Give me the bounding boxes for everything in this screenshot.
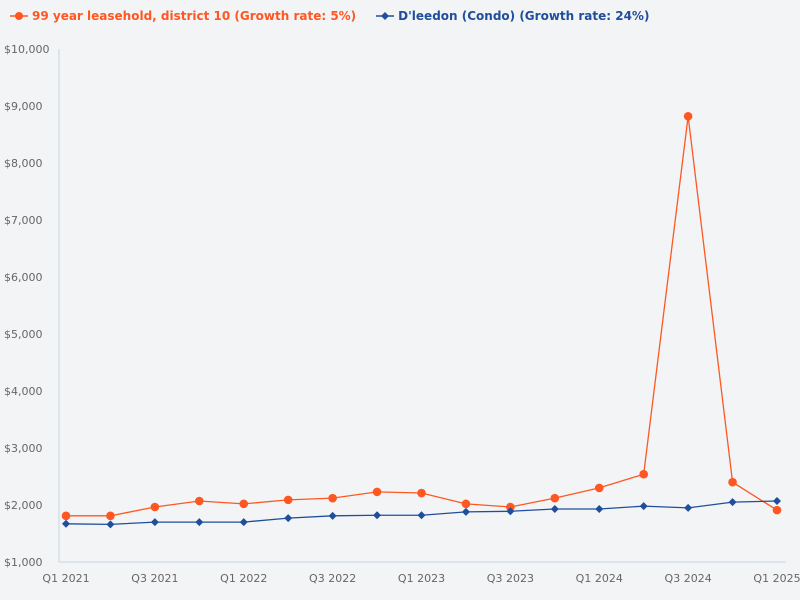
data-point	[61, 511, 71, 521]
data-point	[684, 503, 693, 512]
x-tick-label: Q3 2021	[131, 572, 178, 585]
diamond-marker-icon	[376, 12, 395, 20]
data-point	[506, 507, 515, 516]
data-point	[195, 496, 204, 506]
data-point	[283, 495, 293, 505]
x-tick-label: Q3 2024	[665, 572, 712, 585]
data-point	[417, 511, 426, 520]
data-point	[239, 518, 248, 527]
y-tick-label: $4,000	[4, 385, 43, 398]
data-point	[150, 518, 159, 527]
y-tick-label: $3,000	[4, 442, 43, 455]
data-point	[772, 505, 782, 515]
x-tick-label: Q1 2024	[576, 572, 623, 585]
x-tick-label: Q3 2022	[309, 572, 356, 585]
data-point	[372, 487, 382, 497]
data-point	[284, 514, 293, 523]
data-point	[328, 493, 337, 503]
legend-item-leasehold[interactable]: 99 year leasehold, district 10 (Growth r…	[10, 9, 356, 23]
data-point	[195, 518, 204, 527]
y-tick-label: $7,000	[4, 214, 43, 227]
data-point	[106, 511, 115, 521]
x-tick-label: Q1 2023	[398, 572, 445, 585]
legend-label-leasehold: 99 year leasehold, district 10 (Growth r…	[32, 9, 357, 23]
data-point	[461, 499, 471, 509]
circle-marker-icon	[10, 12, 28, 20]
y-tick-label: $8,000	[4, 157, 43, 170]
data-point	[62, 519, 70, 528]
data-point	[106, 520, 115, 529]
data-point	[239, 499, 249, 509]
data-point	[594, 483, 604, 493]
legend-label-dleedon: D'leedon (Condo) (Growth rate: 24%)	[398, 9, 650, 23]
y-tick-label: $6,000	[4, 271, 43, 284]
y-tick-label: $2,000	[4, 499, 43, 512]
x-tick-label: Q1 2025	[753, 572, 800, 585]
x-tick-label: Q1 2021	[42, 572, 89, 585]
data-point	[417, 488, 426, 498]
series-line-0	[66, 116, 778, 517]
data-point	[461, 507, 470, 516]
legend: 99 year leasehold, district 10 (Growth r…	[10, 9, 649, 23]
legend-item-dleedon[interactable]: D'leedon (Condo) (Growth rate: 24%)	[376, 9, 649, 23]
data-point	[728, 498, 737, 507]
data-point	[595, 504, 604, 513]
data-point	[550, 493, 560, 503]
y-tick-label: $9,000	[4, 100, 43, 113]
y-tick-label: $10,000	[4, 43, 50, 56]
data-point	[639, 469, 648, 479]
y-tick-label: $5,000	[4, 328, 43, 341]
data-point	[728, 477, 737, 487]
data-point	[373, 511, 382, 520]
data-point	[328, 511, 337, 520]
data-point	[683, 111, 693, 121]
x-tick-label: Q1 2022	[220, 572, 267, 585]
data-point	[550, 504, 559, 513]
data-point	[506, 502, 515, 512]
data-point	[773, 497, 781, 506]
x-tick-label: Q3 2023	[487, 572, 534, 585]
data-point	[639, 502, 648, 511]
data-point	[150, 502, 160, 512]
y-tick-label: $1,000	[4, 556, 43, 569]
